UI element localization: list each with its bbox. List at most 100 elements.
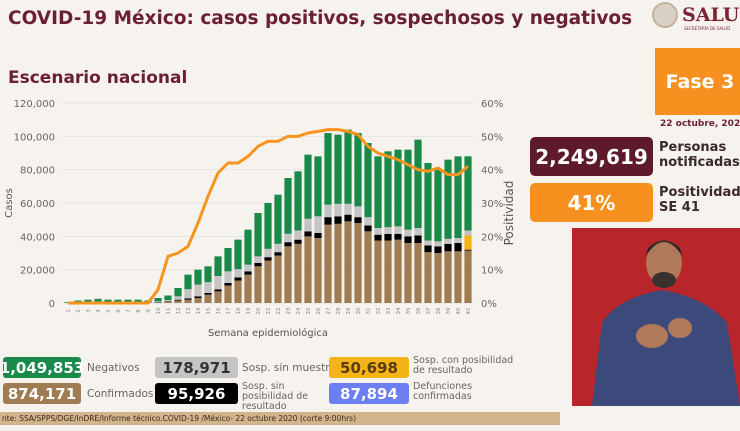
bar-segment [254, 213, 262, 257]
bar-segment [264, 257, 272, 261]
bar-segment [234, 280, 242, 303]
bar-segment [424, 240, 432, 246]
bar-segment [414, 139, 422, 228]
bar-segment [414, 235, 422, 243]
x-tick-label: 14 [196, 307, 202, 314]
bar-segment [304, 236, 312, 303]
bar-segment [294, 171, 302, 231]
bar-segment [364, 231, 372, 303]
bar-segment [364, 217, 372, 226]
y2-tick-label: 60% [481, 99, 503, 110]
bar-segment [184, 274, 192, 290]
bar-segment [394, 226, 402, 234]
bar-segment [204, 294, 212, 303]
bar-segment [404, 149, 412, 230]
x-tick-label: 4 [96, 309, 102, 313]
x-tick-label: 12 [176, 308, 182, 315]
notified-label-2: notificadas [659, 155, 740, 170]
bar-segment [284, 233, 292, 243]
bar-segment [294, 243, 302, 303]
bar-segment [394, 233, 402, 240]
x-tick-label: 3 [86, 309, 92, 313]
bar-segment [454, 238, 462, 243]
bar-segment [324, 133, 332, 205]
report-date: 22 octubre, 2020 [660, 119, 740, 129]
x-tick-label: 40 [456, 307, 462, 314]
bar-segment [424, 252, 432, 303]
bar-segment [424, 163, 432, 241]
x-tick-label: 16 [216, 307, 222, 314]
bar-segment [164, 295, 172, 300]
x-tick-label: 11 [166, 308, 172, 315]
bar-segment [424, 245, 432, 253]
bar-segment [354, 206, 362, 218]
x-tick-label: 19 [246, 307, 252, 314]
bar-segment [184, 299, 192, 303]
bar-segment [454, 251, 462, 303]
bar-segment [204, 282, 212, 293]
bar-segment [124, 299, 132, 303]
interpreter-video [572, 228, 740, 406]
y2-tick-label: 0% [481, 299, 497, 310]
bar-segment [274, 194, 282, 244]
bar-segment [384, 240, 392, 303]
x-tick-label: 32 [376, 308, 382, 315]
bar-segment [464, 156, 472, 231]
bar-segment [364, 143, 372, 218]
bar-segment [194, 284, 202, 297]
bar-segment [234, 277, 242, 281]
x-tick-label: 31 [366, 308, 372, 315]
bar-segment [84, 299, 92, 303]
interpreter-figure [592, 240, 740, 406]
bar-segment [374, 240, 382, 303]
y2-axis-label: Positividad [502, 181, 516, 246]
bar-segment [464, 249, 472, 251]
bar-segment [214, 291, 222, 303]
bar-segment [364, 225, 372, 232]
bar-segment [254, 266, 262, 303]
bar-segment [454, 156, 462, 238]
y-tick-label: 100,000 [14, 132, 55, 143]
bar-segment [354, 217, 362, 223]
bar-segment [134, 299, 142, 303]
bar-segment [234, 269, 242, 278]
bar-segment [194, 296, 202, 298]
legend-defunciones-value: 87,894 [329, 383, 409, 404]
bar-segment [414, 228, 422, 236]
bar-segment [434, 241, 442, 247]
legend-sin-posibilidad-label: Sosp. sin posibilidad de resultado [242, 381, 309, 412]
bar-segment [244, 271, 252, 275]
legend-defunciones-label: Defunciones confirmadas [413, 381, 473, 402]
positivity-label-2: SE 41 [659, 200, 700, 215]
bar-segment [174, 299, 182, 301]
legend-con-posibilidad-label: Sosp. con posibilidad de resultado [413, 355, 514, 376]
bar-segment [224, 285, 232, 303]
x-tick-label: 25 [306, 307, 312, 314]
seal-icon [652, 2, 678, 28]
x-tick-label: 33 [386, 307, 392, 314]
bar-segment [324, 224, 332, 303]
bar-segment [344, 214, 352, 222]
logo-text: SALUD [682, 4, 740, 26]
bar-segment [154, 301, 162, 303]
notified-value: 2,249,619 [530, 137, 653, 176]
bar-segment [274, 255, 282, 303]
bar-segment [314, 238, 322, 303]
bar-segment [464, 230, 472, 236]
bar-segment [244, 229, 252, 265]
bar-segment [244, 274, 252, 303]
x-tick-label: 21 [266, 308, 272, 315]
x-tick-label: 36 [416, 307, 422, 314]
bar-segment [304, 218, 312, 232]
y2-tick-label: 50% [481, 132, 503, 143]
bar-segment [104, 299, 112, 303]
bar-segment [214, 276, 222, 290]
bar-segment [294, 239, 302, 244]
bar-segment [184, 298, 192, 300]
bar-segment [434, 253, 442, 303]
bar-segment [344, 203, 352, 215]
bar-segment [334, 223, 342, 303]
bar-segment [334, 216, 342, 224]
bar-segment [254, 256, 262, 263]
bar-segment [164, 300, 172, 302]
